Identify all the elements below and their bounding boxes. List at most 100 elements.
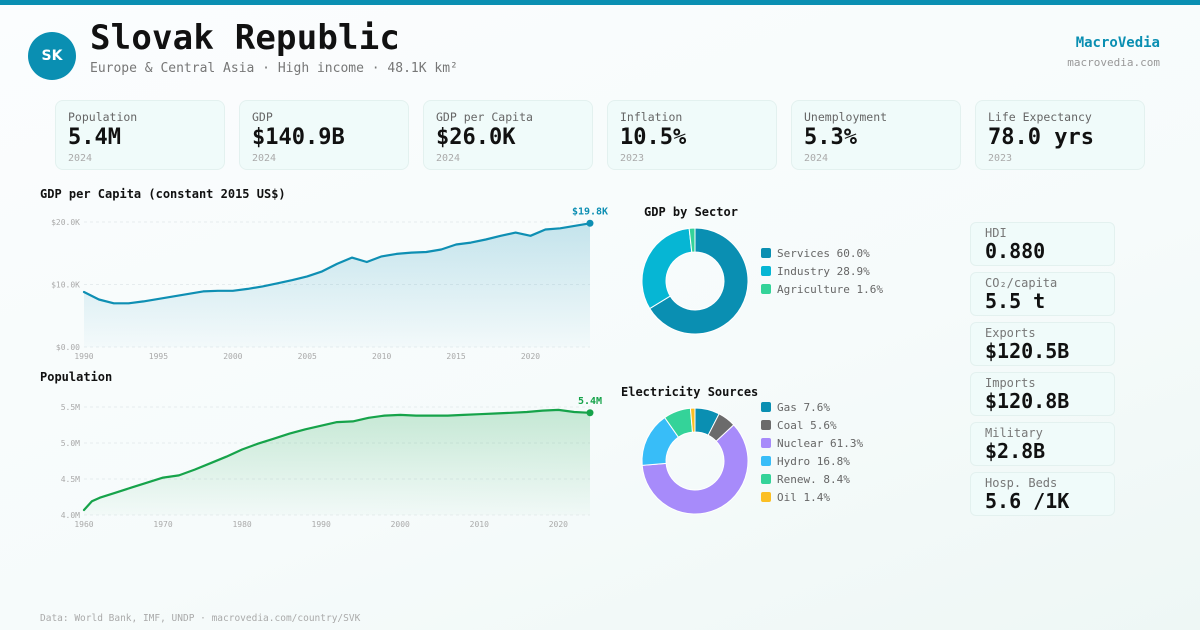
legend-swatch [761, 474, 771, 484]
population-chart-title: Population [40, 370, 113, 384]
kpi-value: 10.5% [620, 125, 687, 150]
legend-item-coal: Coal 5.6% [761, 416, 863, 434]
gdp-by-sector-title: GDP by Sector [644, 205, 738, 219]
legend-label: Oil 1.4% [777, 490, 830, 504]
legend-label: Nuclear 61.3% [777, 436, 864, 450]
gdp-per-capita-chart-title: GDP per Capita (constant 2015 US$) [40, 187, 286, 201]
legend-item-agriculture: Agriculture 1.6% [761, 280, 883, 298]
kpi-year: 2024 [68, 153, 93, 164]
last-point-marker [586, 409, 594, 417]
stat-label: Exports [985, 326, 1036, 340]
kpi-label: Inflation [620, 110, 683, 124]
stat-label: HDI [985, 226, 1007, 240]
legend-item-nuclear: Nuclear 61.3% [761, 434, 863, 452]
gdp-by-sector-legend: Services 60.0% Industry 28.9% Agricultur… [761, 244, 883, 298]
y-tick-label: 5.0M [61, 439, 80, 448]
legend-item-renewables: Renew. 8.4% [761, 470, 863, 488]
legend-swatch [761, 266, 771, 276]
kpi-card-unemployment: Unemployment 5.3% 2024 [791, 100, 961, 170]
sector-slice-industry [641, 227, 693, 310]
stat-label: Military [985, 426, 1043, 440]
legend-swatch [761, 492, 771, 502]
x-tick-label: 1960 [74, 520, 93, 529]
legend-swatch [761, 248, 771, 258]
kpi-card-life-expectancy: Life Expectancy 78.0 yrs 2023 [975, 100, 1145, 170]
last-value-label: 5.4M [578, 396, 602, 407]
legend-swatch [761, 420, 771, 430]
x-tick-label: 1990 [74, 352, 93, 361]
stat-card-hdi: HDI 0.880 [970, 222, 1115, 266]
kpi-year: 2023 [988, 153, 1013, 164]
stat-label: Imports [985, 376, 1036, 390]
area-fill [84, 409, 590, 515]
top-accent-bar [0, 0, 1200, 5]
electricity-sources-donut [641, 407, 749, 515]
x-tick-label: 1970 [153, 520, 172, 529]
x-tick-label: 2010 [372, 352, 391, 361]
series-line [82, 222, 592, 305]
kpi-label: Unemployment [804, 110, 888, 124]
kpi-card-inflation: Inflation 10.5% 2023 [607, 100, 777, 170]
y-tick-label: 4.0M [61, 511, 80, 520]
stat-card-exports: Exports $120.5B [970, 322, 1115, 366]
y-tick-label: $10.0K [51, 281, 80, 290]
x-tick-label: 2020 [521, 352, 540, 361]
electricity-slice-nuclear [641, 424, 749, 515]
legend-item-hydro: Hydro 16.8% [761, 452, 863, 470]
x-tick-label: 2005 [298, 352, 317, 361]
stat-label: CO₂/capita [985, 276, 1058, 290]
kpi-value: 5.4M [68, 125, 121, 150]
page-title: Slovak Republic [90, 18, 401, 58]
legend-label: Hydro 16.8% [777, 454, 850, 468]
electricity-sources-legend: Gas 7.6% Coal 5.6% Nuclear 61.3% Hydro 1… [761, 398, 863, 506]
stat-value: 0.880 [985, 239, 1046, 263]
x-tick-label: 1980 [232, 520, 251, 529]
kpi-year: 2023 [620, 153, 645, 164]
legend-swatch [761, 402, 771, 412]
stat-card-co2: CO₂/capita 5.5 t [970, 272, 1115, 316]
legend-label: Industry 28.9% [777, 264, 870, 278]
brand-url[interactable]: macrovedia.com [1067, 56, 1160, 69]
x-tick-label: 1990 [312, 520, 331, 529]
kpi-value: $140.9B [252, 125, 345, 150]
stat-value: 5.6 /1K [985, 489, 1070, 513]
x-tick-label: 2010 [470, 520, 489, 529]
population-chart: 4.0M 4.5M 5.0M 5.5M 1960 1970 1980 1990 2000 2010… [61, 396, 602, 529]
area-fill [84, 223, 590, 347]
country-avatar: SK [28, 32, 76, 80]
legend-swatch [761, 456, 771, 466]
legend-swatch [761, 284, 771, 294]
sector-slice-agriculture [688, 227, 696, 253]
stat-value: $120.5B [985, 339, 1070, 363]
kpi-year: 2024 [436, 153, 461, 164]
sector-slice-services [649, 227, 749, 335]
x-tick-label: 2015 [446, 352, 465, 361]
series-line [82, 408, 592, 512]
last-point-marker [586, 219, 594, 227]
stat-value: $120.8B [985, 389, 1070, 413]
electricity-slice-oil [689, 407, 696, 433]
legend-label: Renew. 8.4% [777, 472, 850, 486]
footer-source: Data: World Bank, IMF, UNDP · macrovedia… [40, 613, 361, 624]
x-tick-label: 2000 [391, 520, 410, 529]
x-tick-label: 2000 [223, 352, 242, 361]
y-tick-label: 5.5M [61, 403, 80, 412]
kpi-card-gdp: GDP $140.9B 2024 [239, 100, 409, 170]
kpi-card-population: Population 5.4M 2024 [55, 100, 225, 170]
kpi-year: 2024 [252, 153, 277, 164]
y-tick-label: $20.0K [51, 218, 80, 227]
y-tick-label: $0.00 [56, 343, 80, 352]
stat-value: $2.8B [985, 439, 1046, 463]
kpi-label: Life Expectancy [988, 110, 1092, 124]
brand-logo[interactable]: MacroVedia [1075, 35, 1160, 51]
kpi-card-gdp-per-capita: GDP per Capita $26.0K 2024 [423, 100, 593, 170]
y-tick-label: 4.5M [61, 475, 80, 484]
legend-swatch [761, 438, 771, 448]
stat-card-hospital-beds: Hosp. Beds 5.6 /1K [970, 472, 1115, 516]
stat-card-military: Military $2.8B [970, 422, 1115, 466]
legend-label: Gas 7.6% [777, 400, 830, 414]
stat-card-imports: Imports $120.8B [970, 372, 1115, 416]
kpi-value: 5.3% [804, 125, 857, 150]
legend-label: Coal 5.6% [777, 418, 837, 432]
legend-item-industry: Industry 28.9% [761, 262, 883, 280]
